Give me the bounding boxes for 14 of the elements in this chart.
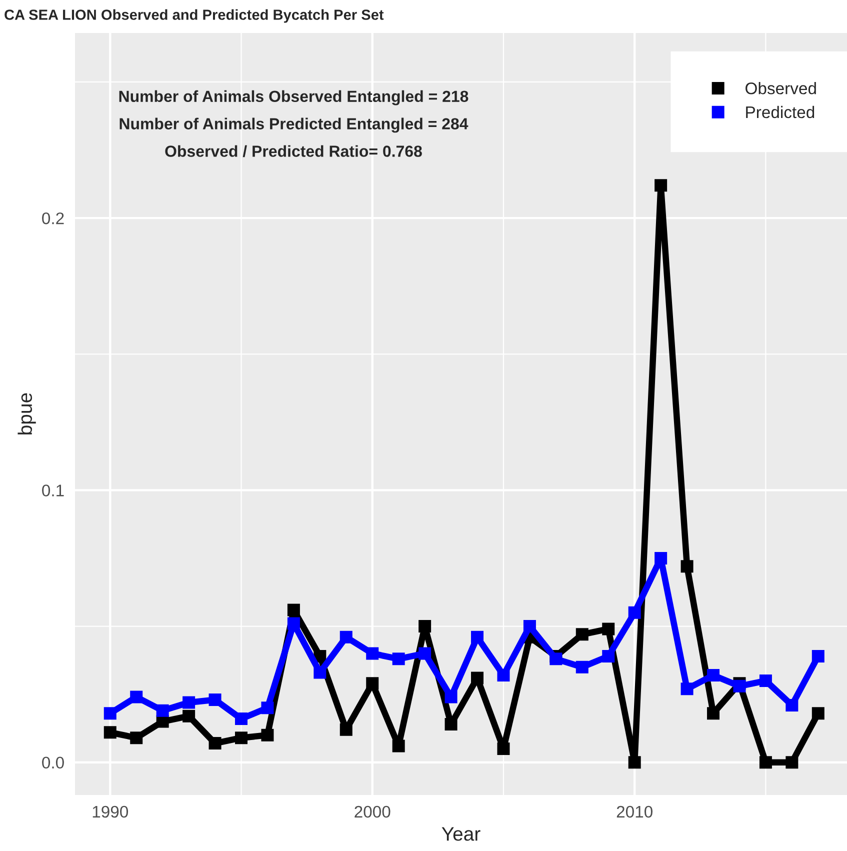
y-tick-label: 0.2 [42,212,64,224]
legend-label: Observed [746,82,816,94]
annotation: Number of Animals Observed Entangled = 218 [119,90,468,106]
legend-label: Predicted [746,106,814,118]
x-axis-title: Year [442,827,480,841]
y-axis-title: bpue [18,393,36,434]
y-tick-label: 0.1 [42,484,64,496]
x-tick-label: 1990 [92,806,128,818]
x-tick-label: 2000 [354,806,390,818]
annotation: Observed / Predicted Ratio= 0.768 [165,145,422,158]
chart-title: CA SEA LION Observed and Predicted Bycatch Per Set [4,9,384,23]
y-tick-label: 0.0 [42,756,64,769]
x-tick-label: 2010 [616,806,652,818]
annotation: Number of Animals Predicted Entangled = 284 [120,118,468,133]
